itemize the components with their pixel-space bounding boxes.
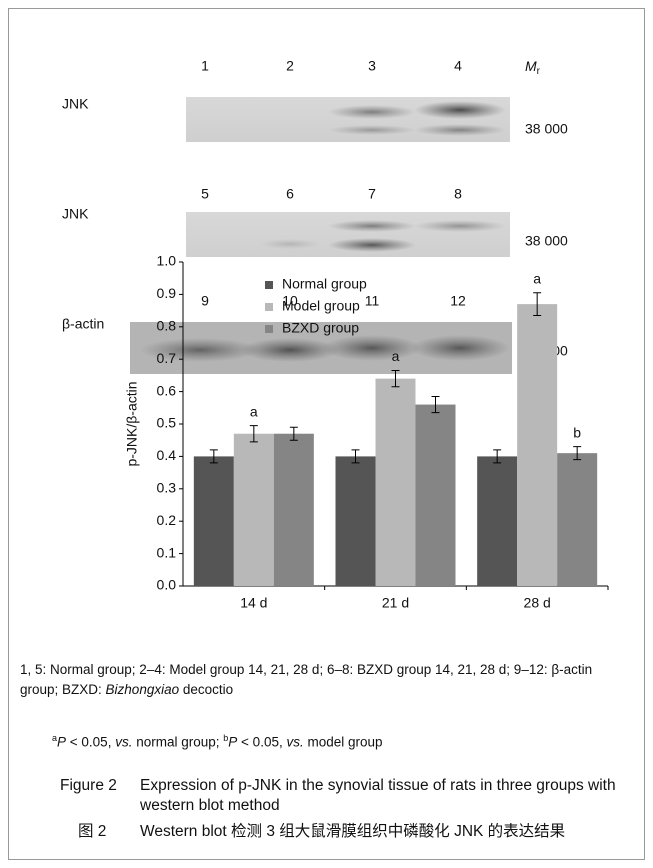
bar	[234, 434, 274, 586]
lane-number: 8	[454, 186, 462, 202]
significance-label: b	[573, 424, 581, 440]
bar	[376, 379, 416, 586]
caption-label: Figure 2	[60, 776, 117, 796]
y-tick-label: 1.0	[157, 253, 177, 269]
x-tick-label: 14 d	[240, 595, 267, 611]
significance-label: a	[250, 403, 258, 419]
bar	[477, 456, 517, 586]
blot-1	[186, 97, 510, 142]
bar	[336, 456, 376, 586]
y-tick-label: 0.5	[157, 415, 177, 431]
y-tick-label: 0.8	[157, 318, 177, 334]
note-text: decoctio	[179, 682, 233, 697]
legend-label: BZXD group	[282, 320, 359, 336]
fn-text: < 0.05,	[66, 735, 115, 750]
bar	[194, 456, 234, 586]
bar	[416, 405, 456, 586]
mr-value: 38 000	[525, 121, 568, 137]
lane-number: 3	[368, 58, 376, 74]
blot-row-label: β-actin	[62, 316, 104, 332]
y-tick-label: 0.9	[157, 285, 177, 301]
mr-label: Mr	[525, 58, 541, 77]
y-tick-label: 0.7	[157, 350, 177, 366]
legend-label: Model group	[282, 298, 360, 314]
mr-m: M	[525, 58, 537, 74]
mr-r: r	[537, 66, 541, 77]
fn-text: model group	[304, 735, 383, 750]
lane-number: 11	[365, 293, 380, 309]
lane-number: 9	[201, 293, 209, 309]
lane-number: 12	[450, 293, 466, 309]
caption-label-cn: 图 2	[78, 822, 106, 842]
fn-italic: vs.	[115, 735, 132, 750]
caption-text: Expression of p-JNK in the synovial tiss…	[140, 776, 630, 816]
legend-swatch	[265, 325, 273, 333]
x-tick-label: 21 d	[382, 595, 409, 611]
y-tick-label: 0.4	[157, 447, 177, 463]
y-tick-label: 0.0	[157, 577, 177, 593]
legend-label: Normal group	[282, 276, 367, 292]
bar	[557, 453, 597, 586]
note-italic: Bizhongxiao	[106, 682, 180, 697]
caption-text-cn: Western blot 检测 3 组大鼠滑膜组织中磷酸化 JNK 的表达结果	[140, 822, 630, 842]
lane-number: 6	[286, 186, 294, 202]
y-tick-label: 0.1	[157, 544, 177, 560]
significance-label: a	[533, 270, 541, 286]
fn-italic: vs.	[286, 735, 303, 750]
fn-italic: P	[228, 735, 237, 750]
lane-number: 4	[454, 58, 462, 74]
x-tick-label: 28 d	[524, 595, 551, 611]
y-tick-label: 0.6	[157, 382, 177, 398]
y-tick-label: 0.2	[157, 512, 177, 528]
y-axis-label: p-JNK/β-actin	[124, 381, 140, 466]
bar	[274, 434, 314, 586]
fn-text: normal group;	[132, 735, 223, 750]
lane-number: 2	[286, 58, 294, 74]
fn-italic: P	[57, 735, 66, 750]
legend-swatch	[265, 303, 273, 311]
blot-2	[186, 212, 510, 257]
y-tick-label: 0.3	[157, 480, 177, 496]
legend-swatch	[265, 281, 273, 289]
figure-notes: 1, 5: Normal group; 2–4: Model group 14,…	[20, 660, 630, 700]
lane-number: 7	[368, 186, 376, 202]
blot-row-label: JNK	[62, 96, 89, 112]
bar	[517, 304, 557, 586]
fn-text: < 0.05,	[237, 735, 286, 750]
lane-number: 5	[201, 186, 209, 202]
significance-label: a	[392, 348, 400, 364]
blot-row-label: JNK	[62, 206, 89, 222]
mr-value: 38 000	[525, 233, 568, 249]
footnote: aP < 0.05, vs. normal group; bP < 0.05, …	[52, 728, 383, 753]
lane-number: 1	[201, 58, 209, 74]
